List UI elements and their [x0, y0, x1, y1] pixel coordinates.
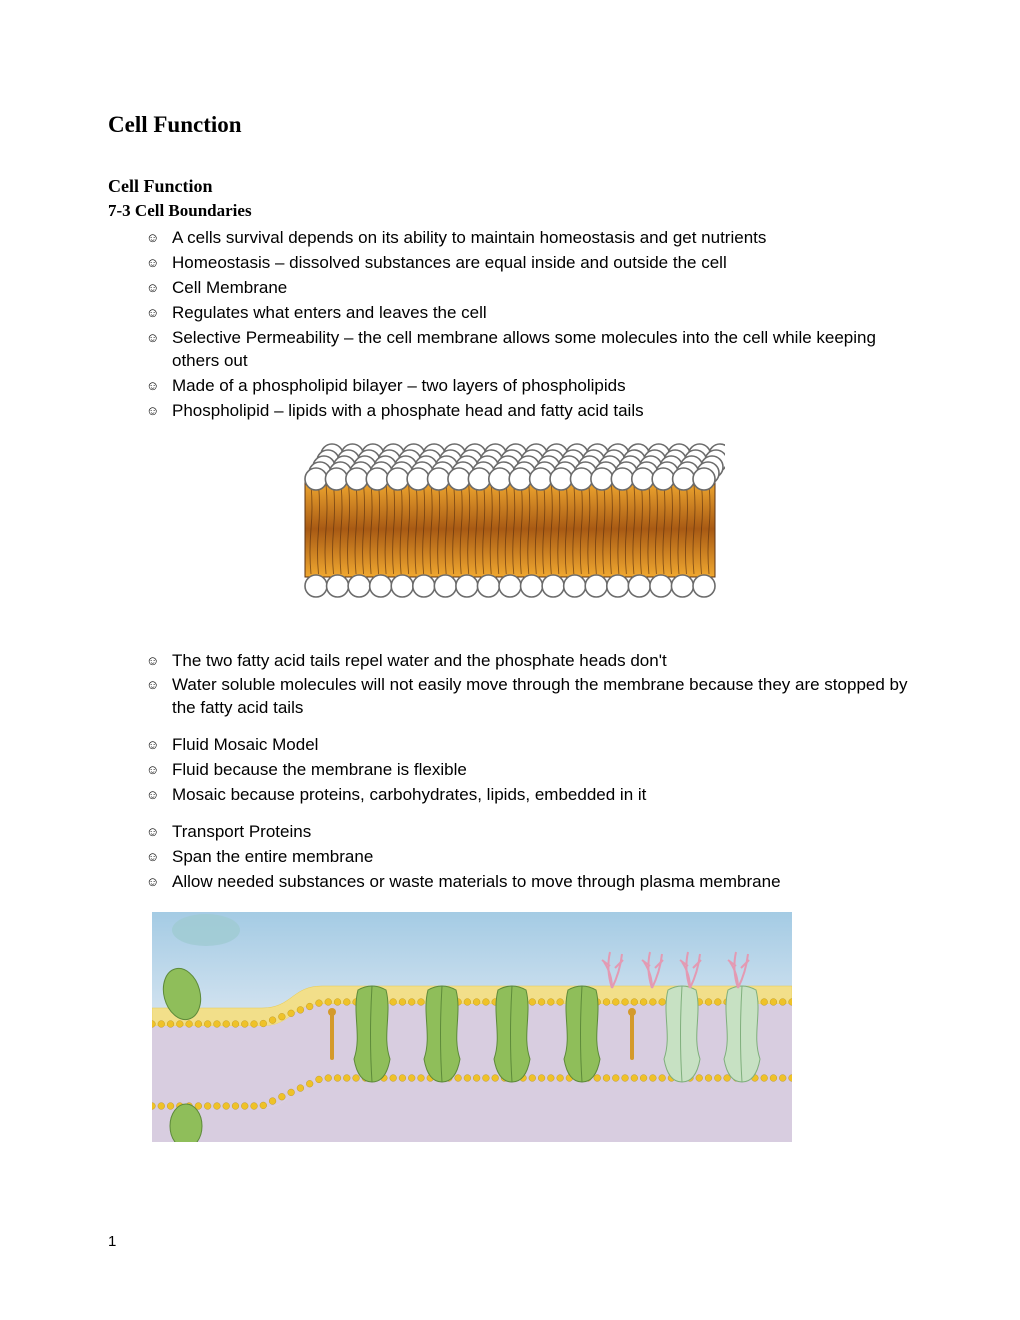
list-item: Made of a phospholipid bilayer – two lay…	[146, 375, 912, 398]
page-title: Cell Function	[108, 112, 912, 138]
bullet-list-4: Transport Proteins Span the entire membr…	[108, 821, 912, 894]
subheading: Cell Function	[108, 176, 912, 197]
list-item: Mosaic because proteins, carbohydrates, …	[146, 784, 912, 807]
list-item: The two fatty acid tails repel water and…	[146, 650, 912, 673]
page: Cell Function Cell Function 7-3 Cell Bou…	[0, 0, 1020, 1147]
mosaic-diagram	[132, 908, 912, 1147]
list-item: Cell Membrane	[146, 277, 912, 300]
list-item: Fluid Mosaic Model	[146, 734, 912, 757]
list-item: Phospholipid – lipids with a phosphate h…	[146, 400, 912, 423]
list-item: Homeostasis – dissolved substances are e…	[146, 252, 912, 275]
list-item: Span the entire membrane	[146, 846, 912, 869]
bullet-list-2: The two fatty acid tails repel water and…	[108, 650, 912, 721]
bullet-list-1: A cells survival depends on its ability …	[108, 227, 912, 423]
list-item: Selective Permeability – the cell membra…	[146, 327, 912, 373]
section-heading: 7-3 Cell Boundaries	[108, 201, 912, 221]
list-item: Transport Proteins	[146, 821, 912, 844]
list-item: Fluid because the membrane is flexible	[146, 759, 912, 782]
list-item: A cells survival depends on its ability …	[146, 227, 912, 250]
page-number: 1	[108, 1233, 116, 1250]
list-item: Regulates what enters and leaves the cel…	[146, 302, 912, 325]
list-item: Water soluble molecules will not easily …	[146, 674, 912, 720]
bullet-list-3: Fluid Mosaic Model Fluid because the mem…	[108, 734, 912, 807]
bilayer-diagram	[108, 437, 912, 622]
list-item: Allow needed substances or waste materia…	[146, 871, 912, 894]
